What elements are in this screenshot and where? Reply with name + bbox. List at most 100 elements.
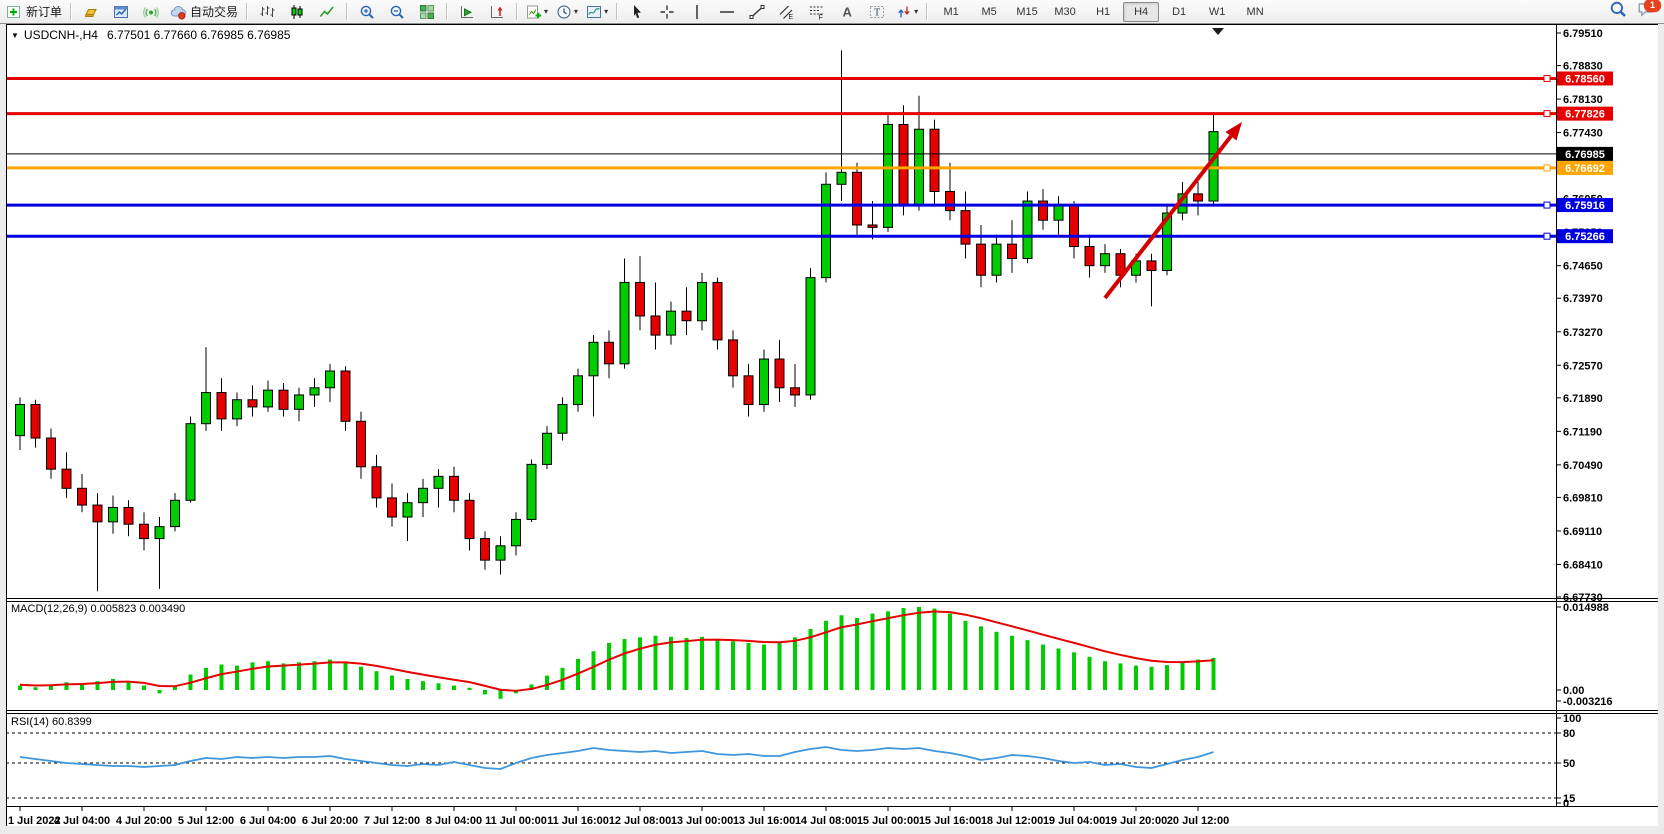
line-anchor-handle[interactable]: [1543, 74, 1551, 82]
search-button[interactable]: [1608, 1, 1628, 22]
candle-up: [883, 123, 893, 228]
candle-down: [1038, 200, 1048, 221]
svg-text:T: T: [874, 7, 880, 18]
line-chart-icon: [319, 4, 335, 20]
trade-window-icon: [113, 4, 129, 20]
tf-h1[interactable]: H1: [1085, 2, 1121, 22]
price-badge: [1557, 146, 1613, 161]
candle-down: [46, 437, 56, 470]
zoom-out-button[interactable]: [383, 1, 411, 23]
signals-button[interactable]: [137, 1, 165, 23]
candle-down: [929, 128, 940, 192]
tf-m15[interactable]: M15: [1009, 2, 1045, 22]
rsi-indicator-label: RSI(14) 60.8399: [11, 716, 92, 728]
cursor-button[interactable]: [623, 1, 651, 23]
horizontal-line-button[interactable]: [713, 1, 741, 23]
zoom-in-button[interactable]: [353, 1, 381, 23]
new-chart-button[interactable]: ▾: [523, 1, 551, 23]
templates-button[interactable]: ▾: [583, 1, 611, 23]
candle-down: [340, 370, 351, 422]
tf-m30[interactable]: M30: [1047, 2, 1083, 22]
equidistant-channel-button[interactable]: E: [773, 1, 801, 23]
candle-up: [325, 370, 335, 389]
market-gold-button[interactable]: [77, 1, 105, 23]
fibonacci-button[interactable]: F: [803, 1, 831, 23]
macd-histogram-bar: [808, 629, 813, 690]
price-badge: [1557, 198, 1613, 213]
trendline-button[interactable]: [743, 1, 771, 23]
candle-down: [480, 538, 490, 561]
toolbar-separator: [616, 3, 619, 20]
candle-up: [170, 499, 180, 528]
toolbar-separator: [516, 3, 519, 20]
arrows-button[interactable]: ▾: [893, 1, 921, 23]
toolbar-separator: [70, 3, 73, 20]
bar-chart-button[interactable]: [253, 1, 281, 23]
candle-up: [294, 394, 304, 410]
macd-histogram-bar: [793, 637, 797, 690]
chart-symbol-header[interactable]: ▼ USDCNH-,H4 6.77501 6.77660 6.76985 6.7…: [11, 28, 290, 42]
candlestick-chart-button[interactable]: [283, 1, 311, 23]
macd-histogram-bar: [746, 642, 751, 690]
new-order-button[interactable]: 新订单: [3, 1, 65, 23]
candlestick-series: [15, 50, 1219, 592]
rsi-line: [19, 746, 1214, 770]
periods-button[interactable]: ▾: [553, 1, 581, 23]
dropdown-caret-icon: ▾: [544, 7, 549, 16]
auto-scroll-button[interactable]: [453, 1, 481, 23]
candles-icon: [289, 4, 305, 20]
price-tick-label: 6.69110: [1563, 526, 1602, 538]
macd-histogram-bar: [390, 675, 394, 690]
candle-down: [387, 497, 397, 518]
line-chart-button[interactable]: [313, 1, 341, 23]
tf-m5[interactable]: M5: [971, 2, 1007, 22]
macd-histogram-bar: [111, 678, 115, 690]
tf-w1[interactable]: W1: [1199, 2, 1235, 22]
macd-histogram-bar: [1056, 648, 1061, 690]
tf-m1[interactable]: M1: [933, 2, 969, 22]
macd-histogram-bar: [33, 687, 38, 690]
autotrade-button[interactable]: 自动交易: [167, 1, 241, 23]
macd-histogram-bar: [95, 681, 100, 690]
candle-up: [542, 432, 552, 465]
trend-arrow[interactable]: [1103, 122, 1242, 300]
time-tick-label: 13 Jul 16:00: [733, 815, 795, 827]
macd-histogram-bar: [421, 681, 425, 690]
macd-histogram-bar: [607, 642, 611, 690]
macd-histogram-bar: [638, 637, 642, 690]
crosshair-button[interactable]: [653, 1, 681, 23]
trade-panel-button[interactable]: [107, 1, 135, 23]
tf-mn[interactable]: MN: [1237, 2, 1273, 22]
chart-shift-button[interactable]: [483, 1, 511, 23]
text-label-button[interactable]: T: [863, 1, 891, 23]
tf-d1-label: D1: [1172, 5, 1187, 18]
macd-histogram-bar: [436, 683, 441, 690]
macd-histogram-bar: [142, 685, 146, 690]
macd-histogram-bar: [855, 618, 859, 690]
chart-shift-marker[interactable]: [1212, 28, 1224, 35]
macd-histogram-bar: [250, 662, 255, 690]
text-button[interactable]: A: [833, 1, 861, 23]
toolbar-separator: [246, 3, 249, 20]
line-anchor-handle[interactable]: [1543, 232, 1551, 240]
tf-d1[interactable]: D1: [1161, 2, 1197, 22]
time-tick-label: 20 Jul 12:00: [1167, 815, 1229, 827]
tile-windows-button[interactable]: [413, 1, 441, 23]
svg-text:A: A: [843, 4, 853, 19]
candle-up: [1162, 212, 1172, 271]
macd-histogram-bar: [359, 666, 363, 690]
line-anchor-handle[interactable]: [1543, 164, 1551, 172]
tf-h4[interactable]: H4: [1123, 1, 1160, 22]
autoscroll-icon: [459, 4, 475, 20]
price-tick-label: 6.74650: [1563, 261, 1603, 273]
candle-down: [604, 341, 614, 365]
ohlc-values: 6.77501 6.77660 6.76985 6.76985: [106, 28, 291, 42]
notifications-button[interactable]: 1: [1636, 0, 1661, 22]
macd-histogram-bar: [1087, 656, 1092, 690]
macd-histogram-bar: [839, 615, 844, 690]
line-anchor-handle[interactable]: [1543, 110, 1551, 118]
line-anchor-handle[interactable]: [1543, 201, 1551, 209]
vertical-line-button[interactable]: [683, 1, 711, 23]
macd-histogram-bar: [932, 608, 937, 690]
